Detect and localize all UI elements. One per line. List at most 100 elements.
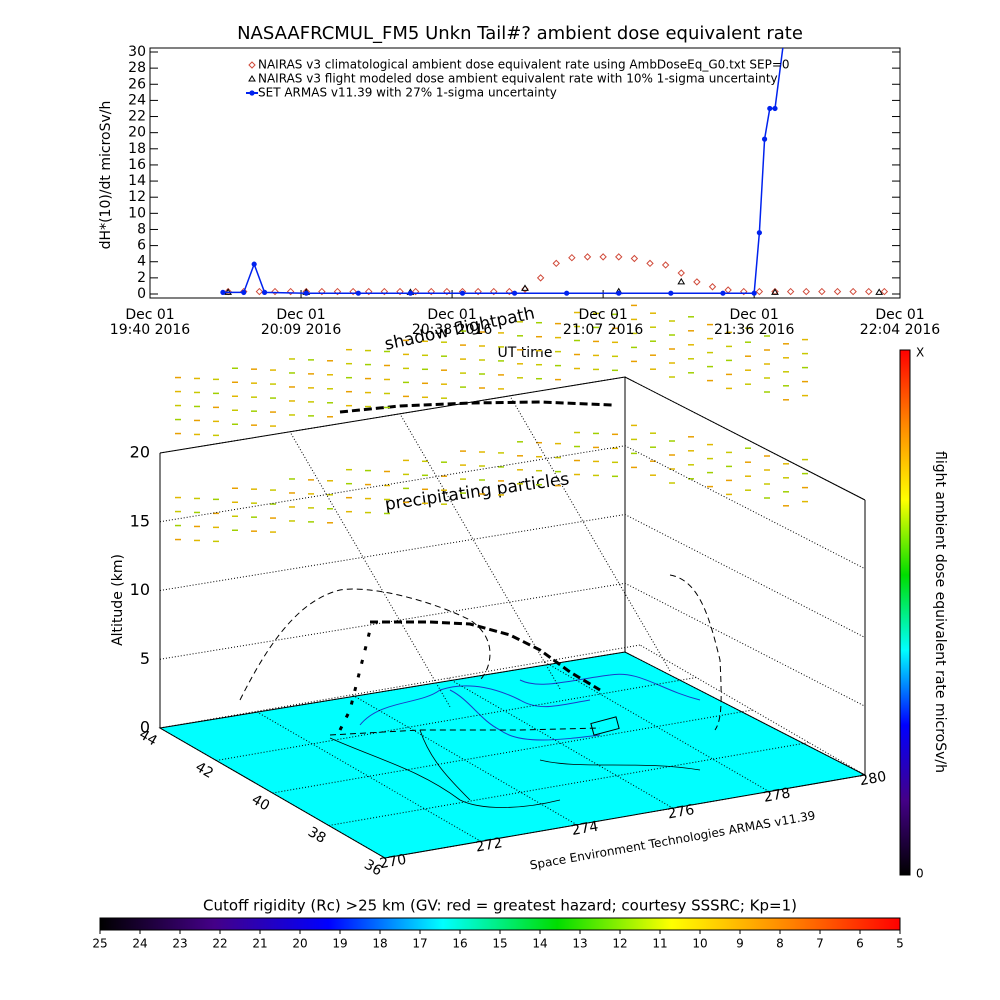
z-axis-label: Altitude (km) bbox=[110, 554, 126, 646]
x-tick-label: 280 bbox=[858, 769, 887, 789]
data-point bbox=[880, 287, 889, 296]
x-grid bbox=[351, 694, 578, 826]
wall-grid bbox=[509, 395, 671, 672]
coastline bbox=[359, 685, 591, 726]
plot-frame bbox=[149, 47, 901, 299]
data-point bbox=[220, 289, 226, 295]
rigidity-colorbar bbox=[99, 917, 901, 931]
data-point bbox=[630, 254, 639, 263]
legend-label: NAIRAS v3 flight modeled dose ambient eq… bbox=[258, 72, 778, 86]
y-tick-label: 4 bbox=[137, 254, 146, 270]
data-point bbox=[677, 277, 686, 285]
x-axis-label: UT time bbox=[498, 345, 553, 361]
x-tick-label: 21:36 2016 bbox=[714, 322, 795, 338]
x-tick-label: 20:38 2016 bbox=[412, 322, 493, 338]
y-grid bbox=[328, 742, 809, 826]
data-point bbox=[615, 253, 623, 261]
data-point bbox=[355, 290, 361, 296]
colorbar-tick-label: 6 bbox=[856, 937, 864, 951]
colorbar-label: flight ambient dose equivalent rate micr… bbox=[932, 451, 948, 773]
colorbar-tick-label: 8 bbox=[776, 937, 784, 951]
y-tick-label: 26 bbox=[128, 76, 146, 92]
x-grid bbox=[543, 661, 770, 793]
x-tick-label: Dec 01 bbox=[875, 307, 924, 323]
data-point bbox=[661, 261, 670, 269]
x-tick-label: Dec 01 bbox=[276, 307, 325, 323]
border bbox=[329, 737, 561, 808]
data-point bbox=[490, 287, 498, 296]
x-tick-label: Dec 01 bbox=[427, 307, 476, 323]
data-point bbox=[474, 287, 482, 296]
flightpath-top bbox=[339, 400, 613, 414]
flightpath-climb bbox=[338, 629, 372, 731]
data-point bbox=[564, 290, 570, 296]
colorbar-tick-label: 12 bbox=[612, 937, 627, 951]
data-point bbox=[407, 290, 414, 296]
colorbar-tick-label: 17 bbox=[412, 937, 427, 951]
legend-marker bbox=[248, 61, 256, 69]
y-tick-label: 36 bbox=[361, 857, 385, 880]
colorbar-tick-label: 13 bbox=[572, 937, 587, 951]
data-point bbox=[241, 289, 247, 295]
y-tick-label: 40 bbox=[249, 792, 272, 815]
y-grid bbox=[159, 644, 641, 729]
data-point bbox=[333, 287, 342, 296]
wall-grid bbox=[289, 431, 451, 708]
y-tick-label: 6 bbox=[137, 238, 146, 254]
colorbar-tick-label: 25 bbox=[92, 937, 107, 951]
colorbar-tick-label: 18 bbox=[372, 937, 387, 951]
x-tick-label: Dec 01 bbox=[125, 307, 174, 323]
data-point bbox=[720, 290, 726, 296]
y-tick-label: 22 bbox=[128, 109, 146, 125]
data-point bbox=[740, 287, 748, 296]
data-point bbox=[583, 253, 592, 261]
data-point bbox=[786, 287, 795, 296]
y-grid bbox=[272, 709, 753, 794]
x-tick-label: 21:07 2016 bbox=[563, 322, 644, 338]
colorbar-tick-label: 14 bbox=[532, 937, 547, 951]
data-point bbox=[396, 287, 404, 296]
data-point bbox=[677, 269, 685, 277]
colorbar-tick-label: 16 bbox=[452, 937, 467, 951]
x-tick-label: 274 bbox=[570, 819, 599, 839]
grid-line bbox=[159, 651, 866, 776]
data-point bbox=[521, 284, 529, 291]
data-point bbox=[505, 287, 514, 296]
y-grid bbox=[384, 774, 866, 859]
data-point bbox=[427, 287, 435, 296]
data-point bbox=[599, 253, 607, 261]
data-point bbox=[646, 259, 654, 268]
data-point bbox=[875, 288, 884, 295]
data-point bbox=[756, 230, 762, 236]
y-tick-label: 28 bbox=[128, 60, 146, 76]
data-point bbox=[761, 136, 768, 142]
data-point bbox=[818, 287, 826, 296]
data-point bbox=[255, 287, 264, 296]
data-point bbox=[411, 287, 420, 296]
colorbar-bottom-label: 0 bbox=[916, 867, 924, 881]
colorbar-tick-label: 20 bbox=[292, 937, 307, 951]
state-lines bbox=[329, 729, 701, 808]
x-tick-label: 22:04 2016 bbox=[860, 322, 941, 338]
grid-line bbox=[159, 376, 866, 501]
y-tick-label: 42 bbox=[193, 759, 216, 782]
y-tick-label: 44 bbox=[136, 727, 160, 750]
y-tick-label: 18 bbox=[128, 141, 146, 157]
z-tick-label: 15 bbox=[130, 511, 150, 530]
wall-grid bbox=[399, 413, 561, 690]
colorbar-top-label: X bbox=[916, 346, 924, 360]
z-tick-label: 5 bbox=[140, 649, 150, 668]
y-tick-label: 12 bbox=[128, 189, 146, 205]
x-tick-label: Dec 01 bbox=[578, 307, 627, 323]
y-grid bbox=[216, 677, 697, 761]
x-tick-label: Dec 01 bbox=[729, 307, 778, 323]
data-point bbox=[767, 105, 773, 112]
colorbar-tick-label: 7 bbox=[816, 937, 824, 951]
colorbar-tick-label: 5 bbox=[896, 937, 904, 951]
z-tick-label: 20 bbox=[130, 443, 150, 462]
data-point bbox=[693, 278, 701, 286]
data-point bbox=[380, 287, 389, 296]
x-grid bbox=[447, 677, 674, 809]
x-tick-label: 270 bbox=[378, 852, 407, 872]
